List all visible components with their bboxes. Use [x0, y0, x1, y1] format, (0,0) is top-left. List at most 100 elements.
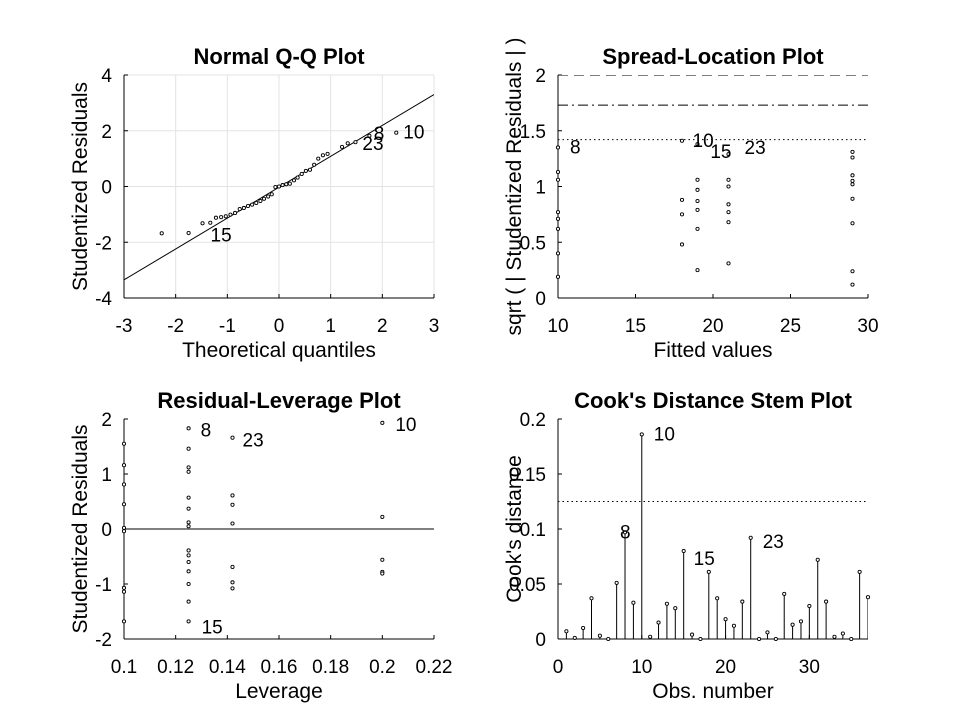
data-point: [186, 553, 191, 558]
point-label: 8: [570, 137, 581, 158]
x-tick-label: 25: [780, 316, 801, 337]
y-tick-label: 1: [101, 465, 112, 486]
stem-marker: [857, 569, 862, 574]
data-point: [269, 192, 274, 197]
data-point: [394, 130, 399, 135]
stem-marker: [698, 636, 703, 642]
data-point: [186, 426, 191, 431]
data-point: [367, 133, 372, 138]
x-tick-label: 0.22: [416, 657, 453, 678]
data-point: [295, 175, 300, 180]
chart-title: Normal Q-Q Plot: [193, 44, 365, 69]
x-tick-label: 30: [857, 316, 878, 337]
panel-cook: 0 10 20 30 0 0.05 0.1 0.15 0.2 Cook's Distance St…: [503, 388, 871, 703]
x-axis-label: Leverage: [235, 680, 323, 703]
data-point: [266, 194, 271, 199]
data-point: [261, 196, 267, 201]
data-point: [303, 168, 308, 173]
x-axis-label: Obs. number: [652, 680, 773, 703]
y-tick-label: -2: [95, 630, 112, 651]
x-tick-label: 20: [715, 657, 736, 678]
stem-marker: [790, 622, 795, 627]
data-point: [695, 268, 700, 273]
stem-marker: [664, 601, 669, 606]
data-point: [186, 465, 191, 470]
point-label: 10: [395, 415, 416, 436]
point-label: 23: [243, 431, 264, 452]
data-point: [186, 495, 191, 500]
x-tick-label: 0.2: [369, 657, 395, 678]
y-tick-label: 0.05: [509, 575, 546, 596]
panel-rl: 0.1 0.12 0.14 0.16 0.18 0.2 0.22 -2 -1 0 1 2 Residua…: [69, 388, 452, 703]
data-point: [555, 274, 561, 279]
stem-marker: [681, 548, 686, 554]
data-point: [223, 214, 228, 219]
x-tick-label: -1: [219, 316, 236, 337]
data-point: [121, 525, 127, 530]
data-point: [679, 197, 685, 202]
x-tick-label: 0.16: [261, 657, 298, 678]
data-point: [254, 200, 259, 205]
x-tick-label: 0.1: [111, 657, 137, 678]
data-point: [380, 514, 385, 519]
data-point: [726, 152, 731, 157]
stem-marker: [832, 634, 837, 639]
data-point: [186, 520, 191, 525]
stem-marker: [865, 595, 871, 600]
x-tick-label: 15: [625, 316, 646, 337]
data-point: [186, 506, 191, 511]
data-point: [555, 210, 561, 215]
point-label: 8: [620, 522, 631, 543]
y-tick-label: 0.15: [509, 465, 546, 486]
stem-marker: [815, 557, 820, 562]
data-point: [121, 529, 127, 534]
data-point: [312, 162, 317, 167]
data-point: [850, 155, 855, 160]
y-tick-label: 0: [101, 178, 112, 199]
chart-title: Cook's Distance Stem Plot: [574, 388, 853, 413]
data-point: [276, 184, 282, 189]
data-point: [726, 210, 731, 215]
data-point: [186, 469, 191, 474]
data-point: [186, 548, 191, 553]
data-point: [230, 580, 235, 585]
point-label: 10: [403, 123, 424, 144]
point-label: 23: [362, 134, 383, 155]
y-tick-label: 2: [101, 122, 112, 143]
data-point: [121, 463, 127, 468]
stem-marker: [581, 625, 586, 631]
data-point: [213, 215, 219, 220]
data-point: [850, 282, 855, 287]
y-axis-label: Cook's distance: [503, 455, 526, 603]
data-point: [353, 140, 358, 145]
data-point: [695, 177, 700, 182]
stem-marker: [807, 603, 812, 609]
x-axis-label: Fitted values: [653, 339, 772, 362]
data-point: [695, 207, 700, 212]
data-point: [121, 502, 127, 507]
data-point: [850, 182, 855, 187]
data-point: [695, 226, 700, 231]
point-label: 10: [693, 131, 714, 152]
data-point: [555, 177, 561, 182]
x-tick-label: 0: [274, 316, 285, 337]
data-point: [380, 571, 385, 576]
data-point: [186, 559, 191, 565]
data-point: [850, 178, 855, 183]
y-tick-label: -4: [95, 289, 112, 310]
stem-marker: [706, 569, 711, 574]
x-tick-label: 10: [547, 316, 568, 337]
stem-marker: [606, 636, 611, 642]
data-point: [121, 585, 127, 590]
data-point: [679, 242, 685, 247]
data-point: [121, 589, 127, 594]
point-label: 23: [745, 138, 766, 159]
y-tick-label: 2: [101, 410, 112, 431]
point-label: 15: [694, 549, 715, 570]
y-axis-label: Studentized Residuals: [69, 82, 92, 291]
data-point: [850, 196, 855, 201]
plot-area: [558, 75, 868, 141]
stem-marker: [673, 606, 678, 611]
x-tick-label: 0: [553, 657, 564, 678]
